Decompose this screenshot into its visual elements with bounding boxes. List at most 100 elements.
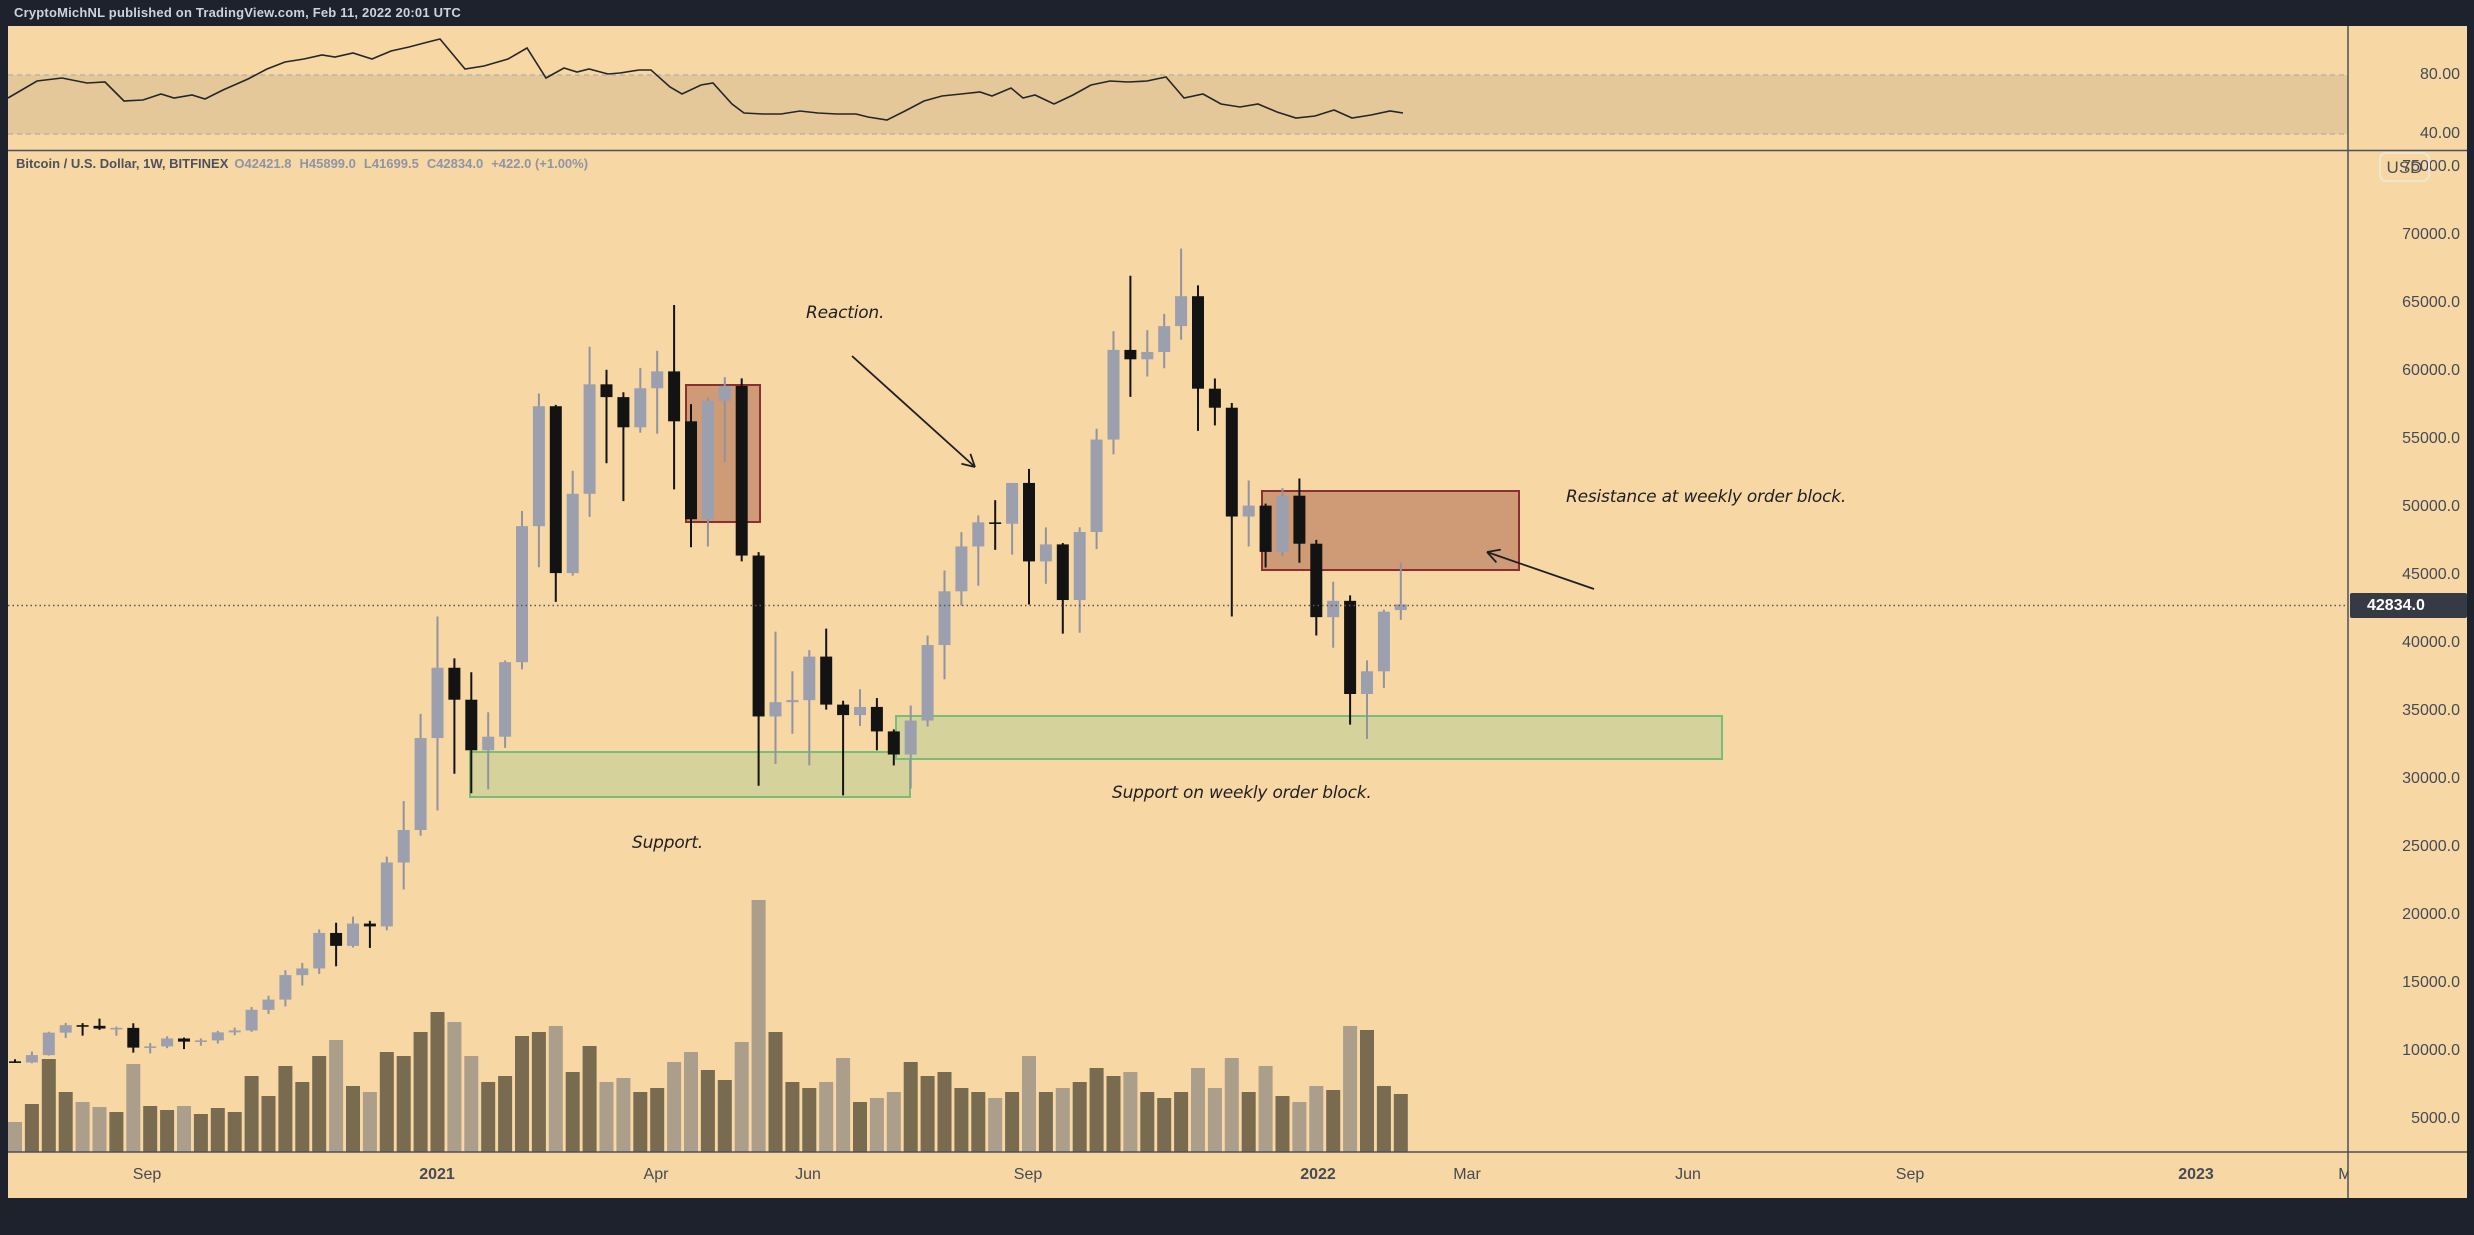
reaction-label[interactable]: Reaction.	[806, 303, 885, 323]
price-axis-label: 15000.0	[2402, 974, 2460, 991]
time-axis-label: 2022	[1300, 1166, 1336, 1183]
volume-bar	[1055, 1088, 1070, 1152]
candle-body	[854, 706, 866, 716]
candle-body	[651, 371, 664, 389]
volume-bar	[295, 1082, 310, 1152]
candle-body	[313, 932, 326, 969]
price-axis-label: 40000.0	[2402, 634, 2460, 651]
volume-bar	[650, 1088, 665, 1152]
resistance-label[interactable]: Resistance at weekly order block.	[1566, 487, 1847, 507]
candle-body	[972, 522, 985, 547]
volume-bar	[41, 1059, 56, 1152]
candle-body	[228, 1030, 241, 1033]
candle-body	[904, 720, 917, 755]
candle-body	[549, 406, 562, 574]
ohlc-value: O42421.8	[234, 156, 292, 171]
volume-bar	[244, 1076, 259, 1152]
volume-bar	[515, 1036, 529, 1152]
volume-bar	[447, 1022, 462, 1152]
volume-bar	[8, 1122, 22, 1152]
volume-bar	[1241, 1092, 1256, 1152]
time-axis-label: Mar	[1453, 1166, 1481, 1183]
volume-bar	[1360, 1030, 1374, 1152]
candle-body	[262, 999, 275, 1010]
time-axis[interactable]: Sep 2021 Apr Jun Sep 2022 Mar Jun Sep 2023 Mar	[8, 1152, 2348, 1198]
volume-bar	[346, 1086, 360, 1152]
volume-bar	[1309, 1086, 1324, 1152]
candle-body	[685, 421, 697, 520]
candle-body	[499, 662, 512, 737]
candle-body	[1361, 671, 1373, 694]
price-axis-label: 20000.0	[2402, 906, 2460, 923]
candle-body	[431, 667, 444, 739]
volume-bar	[954, 1088, 969, 1152]
candle-body	[735, 385, 748, 556]
volume-bar	[1038, 1092, 1053, 1152]
candle-body	[583, 384, 596, 494]
candle-body	[414, 738, 427, 830]
volume-bar	[1207, 1088, 1222, 1152]
candle-body	[701, 400, 714, 520]
volume-bar	[193, 1114, 208, 1152]
support-ob-label[interactable]: Support on weekly order block.	[1112, 783, 1372, 803]
candle-body	[363, 923, 376, 927]
price-axis-label: 65000.0	[2402, 294, 2460, 311]
volume-bar	[717, 1080, 732, 1152]
candle-body	[211, 1032, 224, 1041]
volume-bar	[1343, 1026, 1358, 1152]
volume-bar	[430, 1012, 445, 1152]
candle-body	[42, 1032, 55, 1056]
candle-body	[955, 546, 968, 592]
volume-bar	[413, 1032, 428, 1152]
candle-body	[887, 731, 900, 755]
price-axis-label: 50000.0	[2402, 498, 2460, 515]
candle-body	[1141, 351, 1154, 360]
candle-body	[1090, 439, 1103, 533]
resistance-order-block-1	[685, 384, 761, 523]
volume-bar	[582, 1046, 597, 1152]
volume-bar	[565, 1072, 580, 1152]
candle-body	[1039, 544, 1052, 562]
candle-body	[1175, 296, 1188, 327]
time-axis-label: Sep	[1013, 1166, 1043, 1183]
volume-bar	[531, 1032, 546, 1152]
volume-bar	[633, 1092, 648, 1152]
candle-body	[921, 645, 934, 721]
ohlc-value: +422.0 (+1.00%)	[491, 156, 589, 171]
volume-bar	[379, 1052, 394, 1152]
volume-bar	[785, 1082, 800, 1152]
volume-bar	[1089, 1068, 1104, 1152]
candle-body	[870, 706, 883, 732]
time-axis-label: 2021	[419, 1166, 455, 1183]
volume-bar	[1106, 1076, 1121, 1152]
volume-bar	[24, 1104, 39, 1152]
support-zone-2	[895, 715, 1723, 760]
candle-body	[76, 1025, 89, 1027]
volume-bar	[1258, 1066, 1273, 1152]
volume-bar	[464, 1056, 479, 1152]
candle-body	[1242, 505, 1255, 517]
volume-bar	[836, 1058, 851, 1152]
time-axis-label: Jun	[795, 1166, 821, 1183]
volume-bar	[278, 1066, 293, 1152]
currency-toggle-badge[interactable]: USD	[2379, 152, 2430, 182]
candle-body	[516, 526, 528, 663]
support-label[interactable]: Support.	[632, 833, 704, 853]
ohlc-values: O42421.8 H45899.0 L41699.5 C42834.0 +422.0 (…	[234, 156, 596, 171]
candle-body	[1208, 388, 1221, 408]
volume-bar	[1022, 1056, 1036, 1152]
candle-body	[482, 736, 495, 751]
candle-body	[752, 555, 765, 717]
volume-bar	[920, 1076, 935, 1152]
candle-body	[448, 667, 461, 700]
volume-bar	[481, 1082, 496, 1152]
candle-body	[245, 1009, 258, 1031]
time-axis-label: Sep	[132, 1166, 162, 1183]
candle-body	[600, 384, 613, 398]
resistance-arrow	[1486, 551, 1595, 590]
price-axis-label: 55000.0	[2402, 430, 2460, 447]
volume-bar	[227, 1112, 242, 1152]
price-axis-label: 80.00	[2419, 66, 2460, 83]
candle-body	[465, 699, 478, 751]
